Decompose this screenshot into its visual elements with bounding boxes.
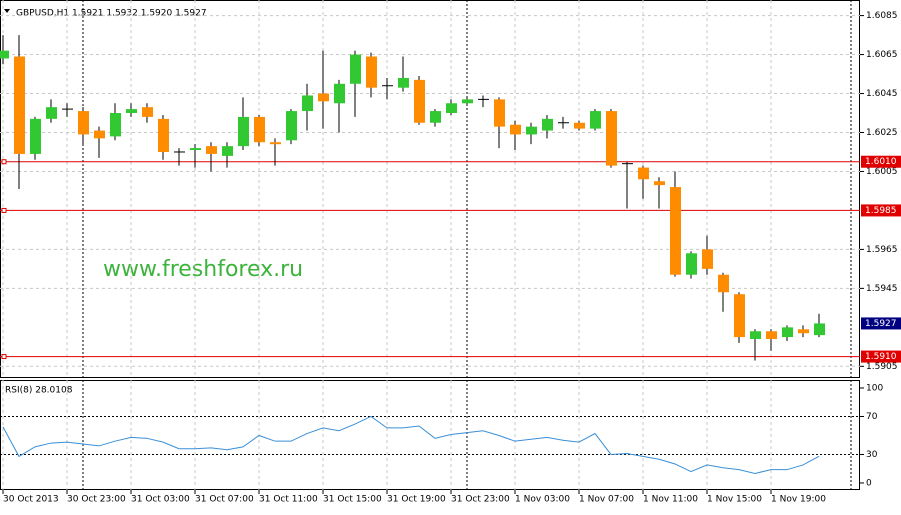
y-tick-label: 1.5945 (866, 284, 898, 294)
candle-body (110, 113, 121, 137)
x-tick-label: 30 Oct 23:00 (67, 495, 126, 505)
level-box (861, 350, 901, 363)
x-tick-label: 31 Oct 03:00 (131, 495, 190, 505)
candle-body (318, 93, 329, 102)
candle-body (142, 107, 153, 117)
x-tick-label: 1 Nov 11:00 (643, 495, 698, 505)
x-tick-label: 31 Oct 15:00 (323, 495, 382, 505)
candle-body (446, 103, 457, 114)
candle-body (814, 323, 825, 336)
x-tick-label: 31 Oct 07:00 (195, 495, 254, 505)
level-box (861, 155, 901, 168)
y-tick-label: 1.6065 (866, 50, 898, 60)
candle-body (302, 95, 313, 112)
candle-body (430, 111, 441, 123)
candle-body (670, 187, 681, 275)
candle-body (414, 79, 425, 123)
watermark: www.freshforex.ru (103, 257, 303, 282)
last-price-label: 1.5927 (865, 319, 897, 329)
candle-body (254, 116, 265, 143)
candle-body (126, 109, 137, 114)
rsi-line (2, 415, 820, 474)
x-tick-label: 31 Oct 23:00 (451, 495, 510, 505)
candle-body (0, 50, 9, 59)
chart-title: GBPUSD,H1 1.5921 1.5932 1.5920 1.5927 (16, 9, 207, 19)
candle-body (158, 118, 169, 152)
level-handle (1, 207, 7, 213)
last-price-box (861, 317, 901, 330)
candle-body (526, 126, 537, 135)
level-label: 1.5985 (865, 206, 897, 216)
rsi-y-tick-label: 70 (866, 412, 878, 422)
candle-body (638, 167, 649, 180)
rsi-y-tick-label: 0 (866, 478, 872, 488)
x-tick-label: 1 Nov 15:00 (707, 495, 762, 505)
candle-body (286, 111, 297, 141)
candle-body (190, 148, 201, 151)
candle-body (334, 83, 345, 104)
level-handle (1, 354, 7, 360)
candle-body (510, 124, 521, 135)
candle-body (270, 142, 281, 145)
x-tick-label: 31 Oct 19:00 (387, 495, 446, 505)
candle-body (654, 181, 665, 186)
y-tick-label: 1.5965 (866, 245, 898, 255)
candle-body (366, 56, 377, 88)
candle-body (398, 77, 409, 88)
level-box (861, 204, 901, 217)
level-label: 1.5910 (865, 352, 897, 362)
y-tick-label: 1.6045 (866, 89, 898, 99)
main-frame (0, 0, 860, 378)
candle-body (94, 130, 105, 139)
rsi-frame (0, 380, 860, 490)
candle-body (46, 107, 57, 119)
x-tick-label: 30 Oct 2013 (3, 495, 59, 505)
menu-arrow[interactable] (4, 9, 10, 13)
rsi-y-tick-label: 100 (866, 383, 883, 393)
y-tick-label: 1.5905 (866, 362, 898, 372)
level-handle (1, 159, 7, 165)
x-tick-label: 1 Nov 07:00 (579, 495, 634, 505)
candle-body (606, 111, 617, 166)
x-tick-label: 31 Oct 11:00 (259, 495, 318, 505)
candle-body (30, 118, 41, 154)
candle-body (590, 111, 601, 129)
candle-body (766, 331, 777, 340)
level-label: 1.6010 (865, 157, 897, 167)
candle-body (206, 146, 217, 154)
candle-body (574, 122, 585, 129)
candle-body (462, 99, 473, 104)
candle-body (782, 327, 793, 338)
y-tick-label: 1.6025 (866, 128, 898, 138)
candle-body (734, 294, 745, 338)
y-tick-label: 1.6005 (866, 167, 898, 177)
candle-body (686, 253, 697, 275)
candle-body (14, 56, 25, 154)
candle-body (494, 99, 505, 127)
candle-body (750, 331, 761, 340)
candle-body (718, 274, 729, 293)
x-tick-label: 1 Nov 19:00 (771, 495, 826, 505)
candle-body (542, 118, 553, 131)
candle-body (798, 329, 809, 334)
x-tick-label: 1 Nov 03:00 (515, 495, 570, 505)
candle-body (222, 146, 233, 156)
candle-body (78, 111, 89, 135)
candle-body (702, 249, 713, 269)
rsi-title: RSI(8) 28.0108 (5, 386, 73, 396)
y-tick-label: 1.6085 (866, 11, 898, 21)
candle-body (238, 116, 249, 147)
candle-body (350, 54, 361, 84)
rsi-y-tick-label: 30 (866, 450, 878, 460)
